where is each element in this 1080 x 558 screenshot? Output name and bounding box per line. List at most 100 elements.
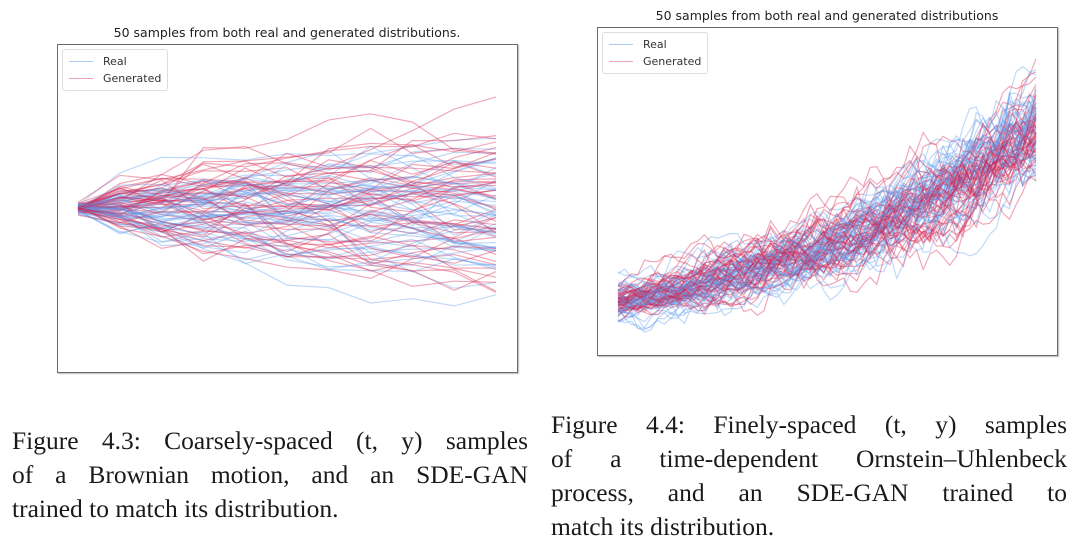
figure-4-3-real-line bbox=[77, 188, 497, 247]
figure-4-3-real-line bbox=[77, 179, 497, 245]
figure-4-4-generated-line bbox=[617, 101, 1037, 309]
figure-4-3-real-line bbox=[77, 189, 497, 238]
figure-4-4-real-line bbox=[617, 127, 1037, 308]
figure-4-4-generated-line bbox=[617, 132, 1037, 286]
figure-4-3-real-line bbox=[77, 194, 497, 249]
figure-4-3-generated-line bbox=[77, 184, 497, 234]
figure-4-4-generated-line bbox=[617, 125, 1037, 306]
figure-4-4-generated-line bbox=[617, 138, 1037, 298]
figure-4-4-real-line bbox=[617, 101, 1037, 317]
figure-4-4-real-line bbox=[617, 92, 1037, 290]
figure-4-3-real-line bbox=[77, 209, 497, 307]
figure-4-4-generated-line bbox=[617, 121, 1037, 305]
figure-4-3-real-line bbox=[77, 203, 497, 266]
figure-4-4-generated-line bbox=[617, 107, 1037, 306]
figure-4-3-real-line bbox=[77, 153, 497, 207]
figure-4-3-generated-line bbox=[77, 180, 497, 243]
figure-4-4-real-line bbox=[617, 66, 1037, 317]
figure-4-3-generated-line bbox=[77, 113, 497, 208]
figure-4-4-caption: Figure 4.4: Finely-spaced (t, y) samples… bbox=[551, 408, 1067, 544]
legend-label-generated: Generated bbox=[643, 55, 702, 68]
figure-4-3-generated-line bbox=[77, 187, 497, 235]
figure-4-4-real-line bbox=[617, 160, 1037, 309]
caption-line: match its distribution. bbox=[551, 512, 775, 541]
figure-4-4-real-line bbox=[617, 142, 1037, 329]
figure-4-3-legend: Real Generated bbox=[62, 49, 169, 91]
figure-4-4-real-line bbox=[617, 136, 1037, 325]
figure-4-3-generated-line bbox=[77, 178, 497, 211]
figure-4-4-real-line bbox=[617, 141, 1037, 318]
figure-4-4-generated-line bbox=[617, 128, 1037, 295]
figure-4-4-real-line bbox=[617, 95, 1037, 311]
figure-4-4-generated-line bbox=[617, 142, 1037, 309]
figure-4-4-real-line bbox=[617, 122, 1037, 303]
figure-4-3-generated-line bbox=[77, 141, 497, 214]
figure-4-4-real-line bbox=[617, 139, 1037, 323]
figure-4-3-real-line bbox=[77, 145, 497, 233]
figure-4-3-generated-line bbox=[77, 209, 497, 264]
figure-4-4-generated-line bbox=[617, 157, 1037, 313]
figure-4-4-generated-line bbox=[617, 119, 1037, 295]
figure-4-3-generated-line bbox=[77, 193, 497, 231]
figure-4-4-generated-line bbox=[617, 122, 1037, 300]
figure-4-3-generated-line bbox=[77, 196, 497, 246]
figure-4-4-real-line bbox=[617, 128, 1037, 309]
figure-4-3-generated-line bbox=[77, 144, 497, 215]
figure-4-3-generated-line bbox=[77, 189, 497, 214]
figure-4-3-generated-line bbox=[77, 181, 497, 210]
figure-4-3-real-line bbox=[77, 213, 497, 271]
figure-4-3-real-line bbox=[77, 181, 497, 222]
figure-4-3-real-line bbox=[77, 187, 497, 247]
figure-4-3-generated-line bbox=[77, 187, 497, 235]
figure-4-3-real-line bbox=[77, 179, 497, 248]
legend-label-real: Real bbox=[103, 55, 127, 68]
figure-4-3-real-line bbox=[77, 195, 497, 223]
figure-4-3-generated-line bbox=[77, 135, 497, 215]
figure-4-3-generated-line bbox=[77, 202, 497, 243]
figure-4-4-generated-line bbox=[617, 158, 1037, 309]
figure-4-4-title: 50 samples from both real and generated … bbox=[655, 8, 999, 23]
figure-4-4-generated-line bbox=[617, 126, 1037, 319]
figure-4-4-generated-line bbox=[617, 125, 1037, 316]
figure-4-3-real-line bbox=[77, 194, 497, 254]
figure-4-4-generated-line bbox=[617, 107, 1037, 304]
figure-4-3-real-line bbox=[77, 198, 497, 270]
figure-4-3-real-line bbox=[77, 203, 497, 221]
figure-4-4-real-line bbox=[617, 99, 1037, 302]
figure-4-3-real-line bbox=[77, 206, 497, 267]
figure-4-4-generated-line bbox=[617, 89, 1037, 293]
figure-4-3-real-line bbox=[77, 158, 497, 210]
legend-swatch-generated bbox=[609, 61, 633, 62]
figure-4-3-real-line bbox=[77, 150, 497, 216]
figure-4-3-real-line bbox=[77, 189, 497, 238]
figure-4-4-generated-line bbox=[617, 128, 1037, 313]
figure-4-4-real-line bbox=[617, 99, 1037, 311]
figure-4-4-generated-line bbox=[617, 135, 1037, 304]
caption-line: of a Brownian motion, and an SDE-GAN bbox=[12, 460, 528, 489]
figure-4-3-real-line bbox=[77, 204, 497, 249]
figure-4-3-real-line bbox=[77, 185, 497, 227]
figure-4-3-generated-line bbox=[77, 199, 497, 234]
figure-4-4-generated-line bbox=[617, 121, 1037, 306]
figure-4-3-generated-line bbox=[77, 170, 497, 211]
figure-4-4-real-line bbox=[617, 109, 1037, 299]
figure-4-3-generated-line bbox=[77, 167, 497, 211]
figure-4-3-real-line bbox=[77, 188, 497, 243]
figure-4-4-real-line bbox=[617, 103, 1037, 299]
figure-4-3-real-line bbox=[77, 203, 497, 268]
figure-4-4-real-line bbox=[617, 116, 1037, 306]
figure-4-4-generated-line bbox=[617, 120, 1037, 312]
figure-4-4-generated-line bbox=[617, 121, 1037, 303]
figure-4-4-real-line bbox=[617, 100, 1037, 292]
legend-label-real: Real bbox=[643, 38, 667, 51]
caption-line: trained to match its distribution. bbox=[12, 494, 339, 523]
legend-item-generated: Generated bbox=[609, 53, 701, 70]
figure-4-3-generated-line bbox=[77, 173, 497, 209]
figure-4-4-real-line bbox=[617, 125, 1037, 307]
figure-4-3-real-line bbox=[77, 147, 497, 208]
figure-4-3-generated-line bbox=[77, 187, 497, 259]
figure-4-3-lines bbox=[77, 96, 497, 307]
figure-4-3-generated-line bbox=[77, 151, 497, 209]
figure-4-4-real-line bbox=[617, 110, 1037, 291]
figure-4-4-real-line bbox=[617, 139, 1037, 317]
